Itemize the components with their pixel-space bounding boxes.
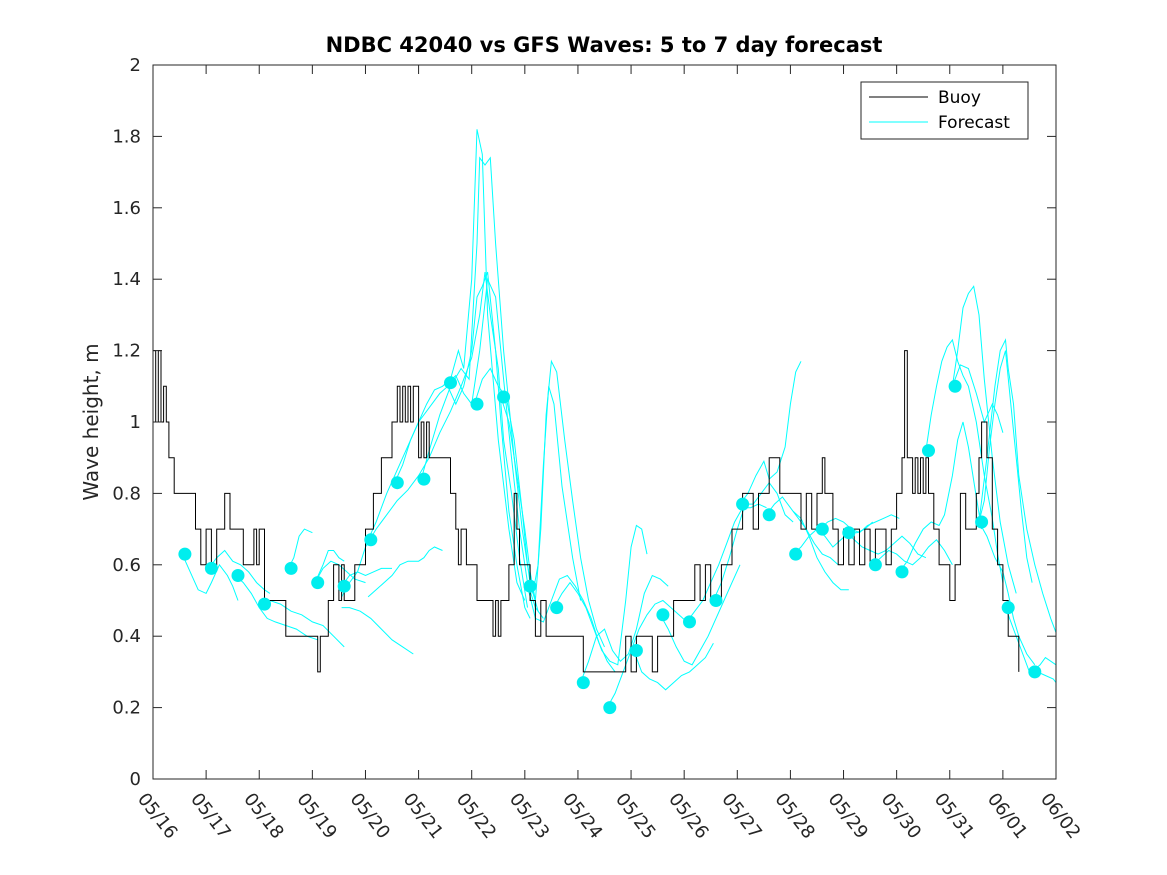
forecast-line — [951, 364, 1004, 433]
forecast-marker — [204, 561, 218, 575]
forecast-line — [181, 553, 239, 601]
y-tick-label: 0 — [130, 769, 141, 790]
y-axis-label: Wave height, m — [79, 343, 103, 500]
forecast-marker — [284, 561, 298, 575]
forecast-marker — [390, 476, 404, 490]
y-tick-label: 0.6 — [112, 555, 141, 576]
forecast-line — [739, 361, 802, 505]
forecast-marker — [1028, 665, 1042, 679]
forecast-marker — [762, 508, 776, 522]
y-tick-label: 1.6 — [112, 198, 141, 219]
forecast-marker — [364, 533, 378, 547]
y-tick-label: 1.4 — [112, 269, 141, 290]
y-tick-label: 2 — [130, 55, 141, 76]
y-tick-label: 0.2 — [112, 698, 141, 719]
forecast-line — [314, 550, 345, 583]
forecast-marker — [948, 379, 962, 393]
forecast-line — [792, 510, 849, 591]
forecast-marker — [789, 547, 803, 561]
y-tick-label: 1.8 — [112, 126, 141, 147]
forecast-marker — [311, 576, 325, 590]
forecast-marker — [736, 497, 750, 511]
forecast-line — [633, 643, 714, 691]
forecast-marker — [868, 558, 882, 572]
chart-title: NDBC 42040 vs GFS Waves: 5 to 7 day fore… — [326, 33, 883, 57]
y-tick-label: 1 — [130, 412, 141, 433]
forecast-marker — [629, 644, 643, 657]
forecast-line — [420, 156, 539, 612]
forecast-line — [287, 528, 313, 569]
forecast-line — [367, 271, 531, 619]
forecast-line — [341, 607, 414, 655]
y-tick-label: 1.2 — [112, 341, 141, 362]
forecast-marker — [337, 579, 351, 593]
forecast-marker — [550, 601, 564, 615]
forecast-marker — [1001, 601, 1015, 615]
forecast-line — [978, 521, 1036, 666]
forecast-line — [394, 129, 526, 601]
forecast-marker — [417, 472, 431, 486]
forecast-line — [978, 338, 1056, 633]
legend-forecast-label: Forecast — [938, 113, 1010, 133]
series-group — [153, 129, 1056, 715]
y-tick-label: 0.8 — [112, 483, 141, 504]
legend-buoy-label: Buoy — [938, 88, 981, 108]
forecast-line — [261, 599, 345, 648]
forecast-marker — [497, 390, 511, 404]
forecast-marker — [656, 608, 670, 622]
forecast-line — [978, 350, 1033, 583]
forecast-marker — [178, 547, 192, 561]
forecast-marker — [603, 701, 617, 715]
forecast-marker — [842, 526, 856, 540]
forecast-line — [234, 575, 318, 641]
forecast-line — [341, 567, 392, 587]
forecast-line — [208, 549, 271, 594]
buoy-line — [153, 350, 1020, 673]
forecast-marker — [576, 676, 590, 690]
forecast-line — [500, 359, 605, 648]
legend: Buoy Forecast — [860, 81, 1029, 140]
forecast-line — [925, 338, 1004, 583]
forecast-marker — [444, 376, 457, 390]
y-tick-label: 0.4 — [112, 626, 141, 647]
forecast-marker — [815, 522, 829, 536]
forecast-marker — [231, 569, 245, 582]
forecast-line — [951, 285, 1017, 594]
forecast-marker — [523, 579, 537, 593]
forecast-line — [659, 564, 741, 666]
forecast-marker — [709, 594, 723, 607]
forecast-marker — [922, 444, 935, 458]
forecast-line — [580, 574, 669, 683]
forecast-line — [898, 421, 983, 573]
forecast-marker — [975, 515, 989, 529]
forecast-marker — [258, 597, 271, 611]
forecast-line — [766, 496, 839, 566]
legend-box — [860, 81, 1029, 140]
forecast-line — [553, 524, 648, 666]
forecast-marker — [683, 615, 696, 629]
plot-frame — [152, 64, 1057, 780]
forecast-line — [367, 546, 443, 598]
forecast-marker — [895, 565, 909, 579]
forecast-marker — [470, 397, 484, 411]
